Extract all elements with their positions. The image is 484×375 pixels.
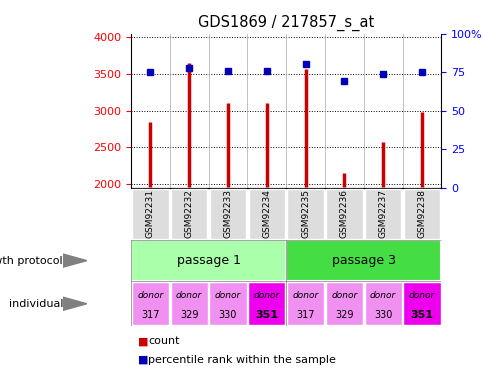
Text: GSM92237: GSM92237 bbox=[378, 189, 387, 238]
Text: GDS1869 / 217857_s_at: GDS1869 / 217857_s_at bbox=[197, 15, 374, 31]
Bar bbox=[325, 282, 362, 326]
Bar bbox=[170, 189, 207, 239]
Text: GSM92234: GSM92234 bbox=[262, 189, 271, 238]
Text: donor: donor bbox=[214, 291, 241, 300]
Text: ■: ■ bbox=[138, 336, 149, 346]
Bar bbox=[287, 282, 323, 326]
Bar bbox=[248, 189, 285, 239]
Text: GSM92236: GSM92236 bbox=[339, 189, 348, 238]
Text: 351: 351 bbox=[409, 310, 433, 320]
Bar bbox=[403, 189, 439, 239]
Bar bbox=[325, 189, 362, 239]
Bar bbox=[131, 240, 286, 281]
Bar bbox=[286, 240, 440, 281]
Bar bbox=[132, 189, 168, 239]
Text: donor: donor bbox=[408, 291, 434, 300]
Text: ■: ■ bbox=[138, 355, 149, 365]
Bar bbox=[364, 282, 401, 326]
Text: 317: 317 bbox=[141, 310, 159, 320]
Text: GSM92231: GSM92231 bbox=[146, 189, 154, 238]
Bar bbox=[364, 189, 401, 239]
Text: percentile rank within the sample: percentile rank within the sample bbox=[148, 355, 335, 365]
Text: 330: 330 bbox=[218, 310, 237, 320]
Text: donor: donor bbox=[137, 291, 163, 300]
Text: donor: donor bbox=[369, 291, 395, 300]
Text: passage 1: passage 1 bbox=[176, 254, 240, 267]
Text: donor: donor bbox=[176, 291, 202, 300]
Text: GSM92238: GSM92238 bbox=[417, 189, 425, 238]
Bar bbox=[209, 189, 246, 239]
Text: donor: donor bbox=[331, 291, 357, 300]
Bar bbox=[170, 282, 207, 326]
Text: donor: donor bbox=[253, 291, 279, 300]
Polygon shape bbox=[63, 254, 87, 267]
Text: 330: 330 bbox=[373, 310, 392, 320]
Text: growth protocol: growth protocol bbox=[0, 256, 63, 266]
Text: passage 3: passage 3 bbox=[331, 254, 395, 267]
Text: GSM92233: GSM92233 bbox=[223, 189, 232, 238]
Bar bbox=[132, 282, 168, 326]
Bar bbox=[403, 282, 439, 326]
Text: GSM92232: GSM92232 bbox=[184, 189, 193, 238]
Bar bbox=[209, 282, 246, 326]
Bar bbox=[287, 189, 323, 239]
Text: donor: donor bbox=[292, 291, 318, 300]
Bar bbox=[248, 282, 285, 326]
Text: 329: 329 bbox=[180, 310, 198, 320]
Text: individual: individual bbox=[9, 299, 63, 309]
Text: 317: 317 bbox=[296, 310, 314, 320]
Text: count: count bbox=[148, 336, 179, 346]
Text: 351: 351 bbox=[255, 310, 278, 320]
Polygon shape bbox=[63, 297, 87, 310]
Text: GSM92235: GSM92235 bbox=[301, 189, 309, 238]
Text: 329: 329 bbox=[334, 310, 353, 320]
